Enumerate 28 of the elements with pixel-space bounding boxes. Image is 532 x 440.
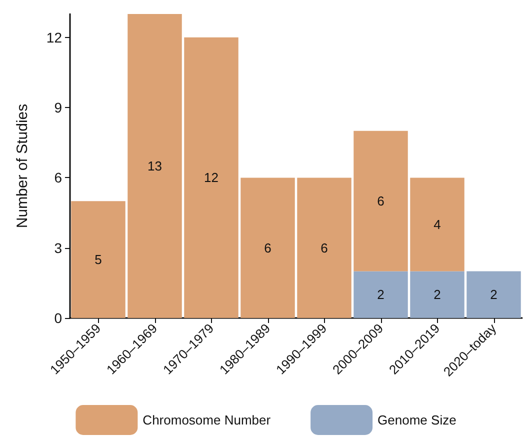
y-tick-label: 6 <box>54 170 62 186</box>
data-label: 4 <box>434 216 441 232</box>
data-label: 6 <box>320 240 328 256</box>
bar <box>128 14 182 318</box>
bar <box>71 201 126 318</box>
y-tick-label: 9 <box>54 100 62 116</box>
data-label: 5 <box>94 252 102 268</box>
bar <box>240 178 295 318</box>
data-label: 13 <box>148 158 162 174</box>
data-label: 12 <box>204 170 218 186</box>
legend-label: Genome Size <box>378 412 456 428</box>
data-label: 2 <box>490 287 498 302</box>
bar <box>354 271 408 318</box>
bar <box>184 37 238 318</box>
y-tick-label: 3 <box>54 240 62 256</box>
data-label: 6 <box>377 194 384 209</box>
bar <box>466 271 521 318</box>
y-tick-label: 0 <box>54 310 62 326</box>
bar <box>410 271 464 318</box>
bar <box>410 178 464 272</box>
data-label: 6 <box>264 240 272 256</box>
data-label: 2 <box>434 287 441 302</box>
y-tick-label: 12 <box>46 29 62 46</box>
bar <box>297 178 352 318</box>
bar <box>354 130 408 272</box>
y-axis-title: Number of Studies <box>14 104 31 228</box>
legend-label: Chromosome Number <box>142 412 272 428</box>
data-label: 2 <box>377 287 384 302</box>
